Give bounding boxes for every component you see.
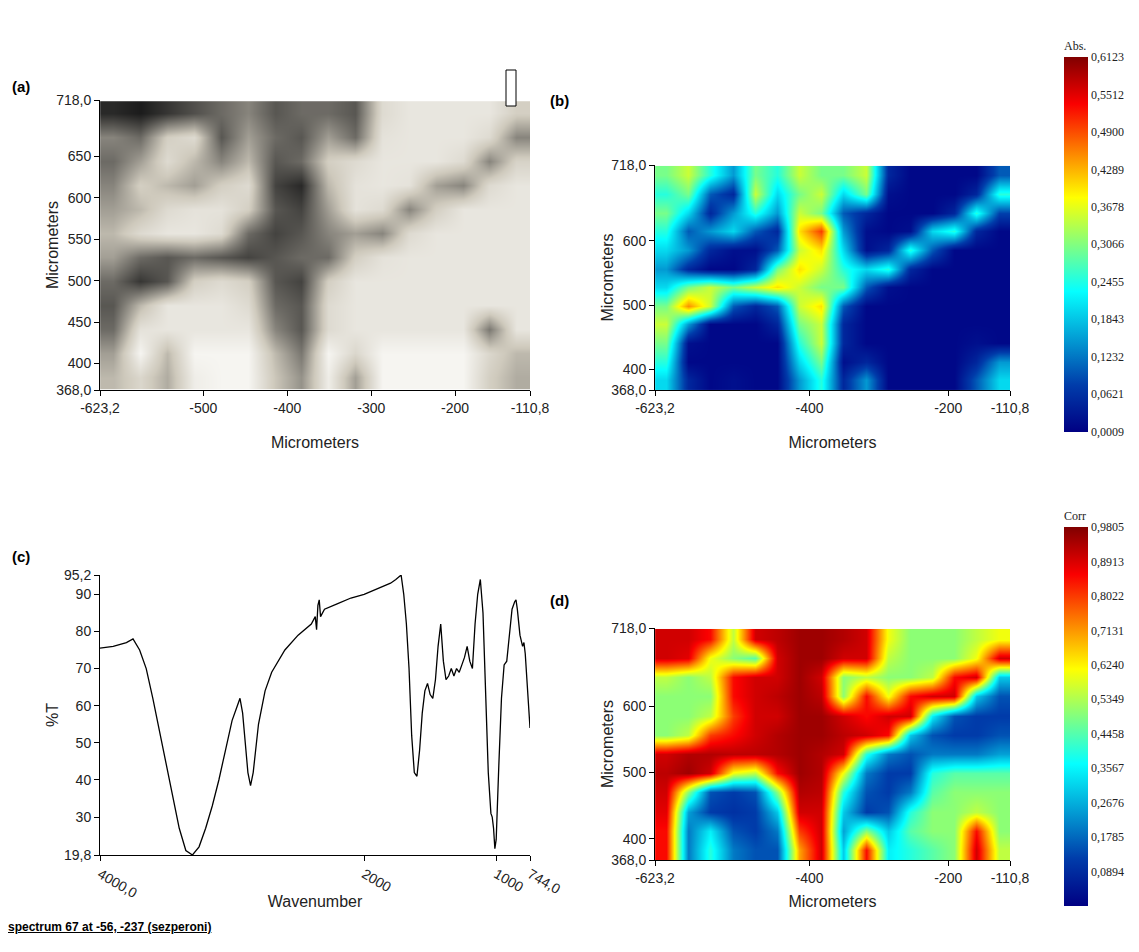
svg-text:2000: 2000: [359, 866, 394, 896]
svg-text:30: 30: [76, 809, 92, 825]
svg-text:-400: -400: [796, 870, 824, 886]
svg-text:718,0: 718,0: [56, 92, 91, 108]
svg-text:-300: -300: [357, 400, 385, 416]
svg-text:Micrometers: Micrometers: [599, 233, 616, 321]
svg-text:Micrometers: Micrometers: [44, 201, 61, 289]
svg-text:(c): (c): [12, 548, 30, 565]
svg-text:-110,8: -110,8: [991, 400, 1030, 416]
svg-text:Micrometers: Micrometers: [788, 893, 876, 910]
svg-text:368,0: 368,0: [611, 382, 646, 398]
svg-text:0,4900: 0,4900: [1091, 125, 1124, 139]
svg-text:(b): (b): [550, 92, 569, 109]
svg-text:368,0: 368,0: [56, 382, 91, 398]
svg-text:-200: -200: [934, 400, 962, 416]
svg-text:-623,2: -623,2: [635, 870, 675, 886]
svg-text:-500: -500: [189, 400, 217, 416]
svg-text:500: 500: [623, 297, 647, 313]
svg-text:600: 600: [623, 698, 647, 714]
svg-text:95,2: 95,2: [64, 567, 91, 583]
svg-text:650: 650: [68, 148, 92, 164]
svg-text:90: 90: [76, 586, 92, 602]
svg-text:718,0: 718,0: [611, 620, 646, 636]
svg-text:(d): (d): [550, 592, 569, 609]
svg-text:0,3567: 0,3567: [1091, 761, 1124, 775]
svg-text:0,9805: 0,9805: [1091, 520, 1124, 534]
svg-text:0,1843: 0,1843: [1091, 312, 1124, 326]
svg-text:4000,0: 4000,0: [95, 866, 140, 901]
svg-text:450: 450: [68, 314, 92, 330]
svg-text:0,5349: 0,5349: [1091, 692, 1124, 706]
svg-text:Wavenumber: Wavenumber: [268, 893, 363, 910]
svg-text:0,7131: 0,7131: [1091, 624, 1124, 638]
svg-text:0,0009: 0,0009: [1091, 425, 1124, 439]
svg-text:0,8913: 0,8913: [1091, 555, 1124, 569]
svg-text:0,3678: 0,3678: [1091, 200, 1124, 214]
svg-text:0,6240: 0,6240: [1091, 658, 1124, 672]
svg-text:Micrometers: Micrometers: [271, 434, 359, 451]
svg-text:0,4458: 0,4458: [1091, 727, 1124, 741]
svg-text:400: 400: [623, 831, 647, 847]
svg-text:Corr: Corr: [1064, 509, 1086, 523]
svg-text:400: 400: [68, 355, 92, 371]
svg-text:0,4289: 0,4289: [1091, 163, 1124, 177]
svg-text:80: 80: [76, 623, 92, 639]
svg-text:-110,8: -110,8: [511, 400, 550, 416]
svg-text:%T: %T: [44, 703, 61, 727]
svg-text:500: 500: [68, 273, 92, 289]
svg-text:-200: -200: [441, 400, 469, 416]
svg-text:1000: 1000: [491, 866, 526, 896]
svg-text:0,5512: 0,5512: [1091, 88, 1124, 102]
svg-text:Micrometers: Micrometers: [788, 434, 876, 451]
svg-text:40: 40: [76, 772, 92, 788]
svg-text:70: 70: [76, 660, 92, 676]
svg-text:0,6123: 0,6123: [1091, 50, 1124, 64]
svg-text:-400: -400: [796, 400, 824, 416]
svg-text:600: 600: [623, 233, 647, 249]
svg-text:50: 50: [76, 735, 92, 751]
svg-text:Abs.: Abs.: [1064, 39, 1086, 53]
svg-text:0,2676: 0,2676: [1091, 796, 1124, 810]
svg-text:500: 500: [623, 764, 647, 780]
svg-text:Micrometers: Micrometers: [599, 700, 616, 788]
svg-text:(a): (a): [12, 78, 30, 95]
svg-text:744,0: 744,0: [525, 866, 564, 897]
svg-text:-110,8: -110,8: [991, 870, 1030, 886]
svg-text:0,1785: 0,1785: [1091, 830, 1124, 844]
svg-text:368,0: 368,0: [611, 852, 646, 868]
html-text:spectrum 67 at -56, -237 (sezp: spectrum 67 at -56, -237 (sezperoni): [8, 920, 212, 934]
svg-text:0,3066: 0,3066: [1091, 237, 1124, 251]
svg-text:0,8022: 0,8022: [1091, 589, 1124, 603]
svg-text:0,1232: 0,1232: [1091, 350, 1124, 364]
svg-text:550: 550: [68, 231, 92, 247]
svg-text:400: 400: [623, 361, 647, 377]
svg-text:-200: -200: [934, 870, 962, 886]
svg-text:0,0621: 0,0621: [1091, 387, 1124, 401]
svg-text:60: 60: [76, 698, 92, 714]
svg-text:-623,2: -623,2: [80, 400, 120, 416]
svg-text:718,0: 718,0: [611, 157, 646, 173]
svg-text:0,0894: 0,0894: [1091, 865, 1124, 879]
svg-text:19,8: 19,8: [64, 847, 91, 863]
svg-text:-400: -400: [273, 400, 301, 416]
svg-text:-623,2: -623,2: [635, 400, 675, 416]
svg-text:600: 600: [68, 190, 92, 206]
svg-text:0,2455: 0,2455: [1091, 275, 1124, 289]
